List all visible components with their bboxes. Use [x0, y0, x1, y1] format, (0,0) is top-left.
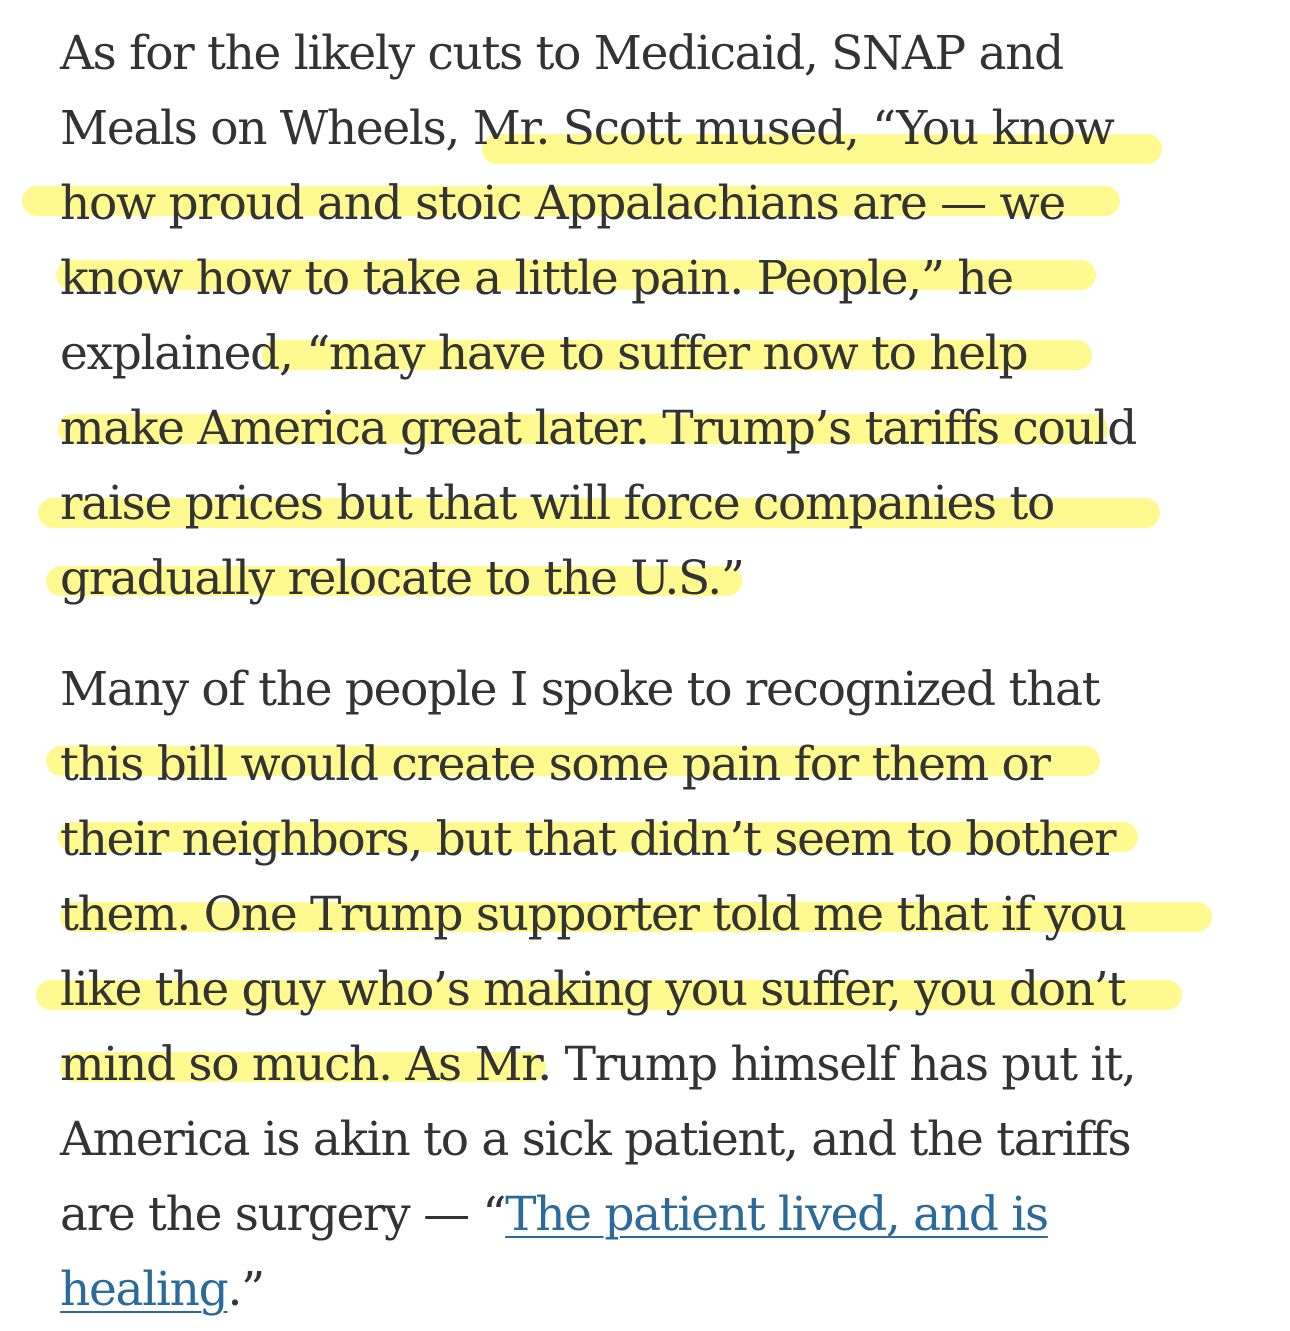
highlight-stroke [58, 414, 1108, 444]
highlight-stroke [60, 1052, 546, 1082]
paragraph-line: are the surgery — “The patient lived, an… [0, 1178, 1049, 1252]
highlight-stroke [36, 980, 1182, 1010]
paragraph-line: this bill would create some pain for the… [60, 737, 1051, 792]
paragraph-line: know how to take a little pain. People,”… [60, 251, 1014, 306]
paragraph-line: raise prices but that will force compani… [60, 476, 1055, 531]
paragraph-line: make America great later. Trump’s tariff… [60, 401, 1137, 456]
paragraph-line: Meals on Wheels, Mr. Scott mused, “You k… [60, 101, 1115, 156]
paragraph-line: explained, “may have to suffer now to he… [60, 326, 1029, 381]
paragraph-line: gradually relocate to the U.S.” [60, 551, 745, 606]
paragraph-line: healing.” [0, 1253, 265, 1327]
article-link[interactable]: The patient lived, and is [505, 1187, 1049, 1242]
highlight-stroke [482, 134, 1162, 164]
paragraph-line: America is akin to a sick patient, and t… [60, 1112, 1132, 1167]
paragraph-text: .” [227, 1262, 265, 1317]
paragraph-line: As for the likely cuts to Medicaid, SNAP… [60, 26, 1064, 81]
paragraph-line: their neighbors, but that didn’t seem to… [60, 812, 1117, 867]
highlight-stroke [46, 566, 742, 596]
paragraph-line: like the guy who’s making you suffer, yo… [60, 962, 1126, 1017]
paragraph-line: them. One Trump supporter told me that i… [60, 887, 1127, 942]
highlight-stroke [262, 340, 1092, 370]
highlight-stroke [22, 186, 1120, 216]
highlight-stroke [58, 822, 1138, 852]
paragraph-line: mind so much. As Mr. Trump himself has p… [60, 1037, 1137, 1092]
paragraph-text: are the surgery — “ [60, 1187, 506, 1242]
highlight-stroke [46, 746, 1100, 776]
highlight-stroke [60, 902, 1212, 932]
highlight-stroke [38, 498, 1160, 528]
article-link-continued[interactable]: healing [60, 1262, 229, 1317]
paragraph-line: how proud and stoic Appalachians are — w… [60, 176, 1066, 231]
highlight-stroke [56, 260, 1096, 290]
paragraph-line: Many of the people I spoke to recognized… [60, 662, 1101, 717]
